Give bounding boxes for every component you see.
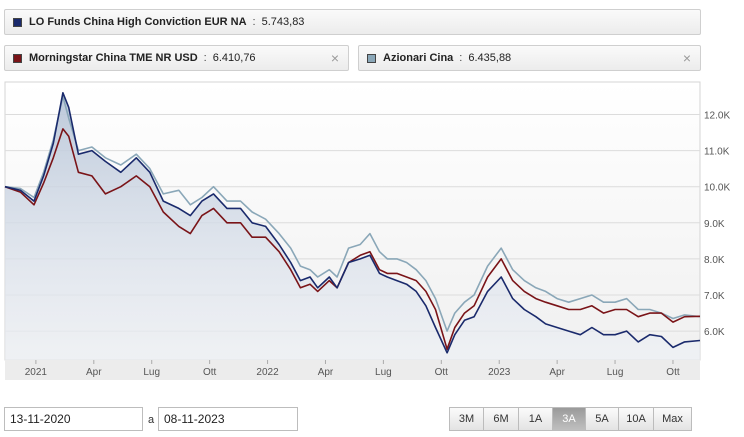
legend-swatch-category [367, 53, 376, 63]
y-tick-label: 11.0K [704, 147, 730, 158]
x-tick-label: 2022 [256, 367, 279, 378]
legend-value-category: 6.435,88 [468, 52, 512, 64]
close-icon[interactable]: × [682, 50, 692, 66]
y-tick-label: 8.0K [704, 255, 725, 266]
legend-separator: : [203, 52, 207, 64]
y-tick-label: 6.0K [704, 327, 725, 338]
x-tick-label: Apr [86, 367, 102, 378]
y-tick-label: 12.0K [704, 110, 730, 121]
x-tick-label: Ott [435, 367, 449, 378]
x-tick-label: 2021 [25, 367, 48, 378]
fund-area [5, 92, 700, 361]
range-selector: 3M 6M 1A 3A 5A 10A Max [449, 407, 692, 431]
y-tick-label: 9.0K [704, 219, 725, 230]
range-button-1a[interactable]: 1A [519, 407, 553, 431]
range-button-3m[interactable]: 3M [449, 407, 484, 431]
legend-label-fund: LO Funds China High Conviction EUR NA [29, 16, 247, 28]
series-line-1 [4, 128, 701, 350]
range-button-10a[interactable]: 10A [619, 407, 654, 431]
range-button-5a[interactable]: 5A [586, 407, 619, 431]
range-button-6m[interactable]: 6M [484, 407, 519, 431]
legend-separator: : [252, 16, 256, 28]
legend-item-fund[interactable]: LO Funds China High Conviction EUR NA : … [4, 9, 701, 35]
x-tick-label: Lug [143, 367, 160, 378]
x-tick-label: Apr [318, 367, 334, 378]
series-line-2 [4, 92, 701, 354]
x-tick-label: Lug [375, 367, 392, 378]
legend-swatch-fund [13, 17, 22, 27]
chart-svg: 6.0K 7.0K 8.0K 9.0K 10.0K 11.0K 12.0K 2021 Apr Lu… [4, 81, 730, 380]
date-separator: a [148, 414, 155, 426]
legend-value-benchmark: 6.410,76 [212, 52, 256, 64]
date-to-input[interactable] [158, 407, 298, 431]
x-tick-label: 2023 [488, 367, 511, 378]
x-tick-label: Ott [666, 367, 680, 378]
series-line-0 [4, 95, 701, 332]
y-tick-label: 10.0K [704, 183, 730, 194]
range-button-3a[interactable]: 3A [553, 407, 586, 431]
legend-value-fund: 5.743,83 [261, 16, 305, 28]
y-tick-label: 7.0K [704, 291, 725, 302]
x-tick-label: Apr [549, 367, 565, 378]
price-chart[interactable]: 6.0K 7.0K 8.0K 9.0K 10.0K 11.0K 12.0K 2021 Apr Lu… [0, 78, 744, 388]
legend-label-category: Azionari Cina [383, 52, 454, 64]
legend-swatch-benchmark [13, 53, 22, 63]
legend-separator: : [459, 52, 463, 64]
x-tick-label: Ott [203, 367, 217, 378]
range-button-max[interactable]: Max [654, 407, 692, 431]
legend-item-category[interactable]: Azionari Cina : 6.435,88 × [358, 45, 701, 71]
date-from-input[interactable] [4, 407, 143, 431]
x-axis-band [5, 360, 700, 380]
close-icon[interactable]: × [330, 50, 340, 66]
legend-label-benchmark: Morningstar China TME NR USD [29, 52, 198, 64]
x-tick-label: Lug [607, 367, 624, 378]
legend-item-benchmark[interactable]: Morningstar China TME NR USD : 6.410,76 … [4, 45, 349, 71]
